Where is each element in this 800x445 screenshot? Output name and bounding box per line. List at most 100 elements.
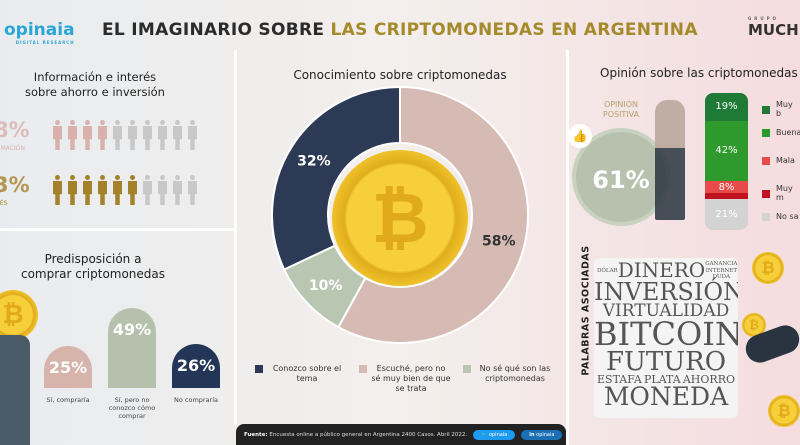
legend-swatch xyxy=(762,105,770,114)
word: VIRTUALIDAD xyxy=(602,301,730,322)
knowledge-donut-chart: 58% 10% 32% xyxy=(271,85,529,344)
knowledge-legend: Conozco sobre el tema Escuché, pero no sé… xyxy=(255,364,555,394)
legend-swatch xyxy=(463,365,471,373)
people-icons xyxy=(52,175,198,205)
word: INVERSIÓN xyxy=(594,277,738,306)
predisposition-label: Sí, pero no conozco cómo comprar xyxy=(108,396,156,420)
person-icon xyxy=(97,175,108,205)
divider xyxy=(566,50,569,445)
word: DUDA xyxy=(712,274,731,280)
knowledge-title: Conocimiento sobre criptomonedas xyxy=(293,68,507,82)
people-icons xyxy=(52,120,198,150)
predisposition-title: Predisposición a comprar criptomonedas xyxy=(20,252,166,281)
word: DÓLAR xyxy=(597,267,618,274)
person-icon xyxy=(52,175,63,205)
legend-item: Muy m xyxy=(762,184,800,202)
person-icon xyxy=(112,120,123,150)
words-title-text: PALABRAS ASOCIADAS xyxy=(580,245,592,376)
brand-text: MUCH xyxy=(748,21,799,39)
legend-swatch xyxy=(359,365,367,373)
thumbs-up-icon: 👍 xyxy=(568,124,592,148)
person-icon xyxy=(172,120,183,150)
predisposition-label: Sí, compraría xyxy=(46,396,90,404)
legend-label: Muy b xyxy=(776,100,793,118)
person-illustration xyxy=(655,100,685,220)
legend-label: Mala xyxy=(776,156,795,165)
legend-swatch xyxy=(255,365,263,373)
legend-swatch xyxy=(762,129,770,137)
person-icon xyxy=(67,120,78,150)
legend-swatch xyxy=(762,213,770,221)
person-icon xyxy=(127,120,138,150)
source-text: Fuente: Encuesta online a público genera… xyxy=(244,432,467,438)
legend-swatch xyxy=(762,189,770,198)
person-icon xyxy=(127,175,138,205)
info-pct: 3% xyxy=(0,173,30,197)
word-row: DÓLAR DINERO GANANCIA INTERNET DUDA xyxy=(594,258,738,281)
legend-label: No sé qué son las criptomonedas xyxy=(479,364,551,383)
person-icon xyxy=(142,120,153,150)
opinion-segment: 42% xyxy=(705,120,748,182)
info-label: INFORMACIÓN xyxy=(0,145,25,152)
opinion-segment xyxy=(705,193,748,200)
bitcoin-coin-icon: ₿ xyxy=(752,252,784,284)
person-icon xyxy=(142,175,153,205)
word: GANANCIA xyxy=(705,261,738,267)
predisposition-bar: 25% xyxy=(44,346,92,388)
logo-text: opinaia xyxy=(4,20,75,40)
legend-item: Conozco sobre el tema xyxy=(255,364,347,394)
linkedin-handle: opinaia xyxy=(536,431,555,438)
word: DINERO xyxy=(617,258,706,283)
word: BITCOIN xyxy=(594,315,738,354)
person-icon xyxy=(82,175,93,205)
title-part2: LAS CRIPTOMONEDAS EN ARGENTINA xyxy=(330,20,698,40)
word: INTERNET xyxy=(705,267,737,274)
info-pct: 8% xyxy=(0,118,30,142)
opinion-value: 19% xyxy=(715,101,738,113)
donut-label: 10% xyxy=(309,278,343,294)
bitcoin-coin-icon: ₿ xyxy=(332,150,468,286)
word: AHORRO xyxy=(682,372,735,386)
legend-item: Mala xyxy=(762,156,795,165)
legend-item: No sé qué son las criptomonedas xyxy=(463,364,555,394)
word: PLATA xyxy=(644,372,681,386)
legend-item: Escuché, pero no sé muy bien de que se t… xyxy=(359,364,451,394)
brand-tag: GRUPO xyxy=(748,16,779,21)
word-cloud: DÓLAR DINERO GANANCIA INTERNET DUDA INVERS… xyxy=(594,258,738,418)
opinion-segment: 21% xyxy=(705,199,748,230)
word: ESTAFA xyxy=(597,372,642,386)
page-title: EL IMAGINARIO SOBRE LAS CRIPTOMONEDAS EN… xyxy=(102,20,698,40)
info-title: Información e interés sobre ahorro e inv… xyxy=(25,70,165,99)
legend-item: No sa xyxy=(762,212,799,221)
legend-item: Buena xyxy=(762,128,800,137)
opinion-value: 42% xyxy=(715,145,738,157)
bitcoin-coin-icon: ₿ xyxy=(768,395,800,427)
opinion-title: Opinión sobre las criptomonedas xyxy=(600,66,798,80)
person-icon xyxy=(52,120,63,150)
source-label: Fuente: xyxy=(244,431,268,438)
divider xyxy=(0,228,234,231)
legend-swatch xyxy=(762,157,770,165)
footer: Fuente: Encuesta online a público genera… xyxy=(236,424,566,445)
person-icon xyxy=(67,175,78,205)
person-icon xyxy=(157,175,168,205)
legend-label: Muy m xyxy=(776,184,793,202)
person-icon xyxy=(187,175,198,205)
twitter-link[interactable]: 🐦 opinaia xyxy=(473,429,516,440)
linkedin-link[interactable]: in opinaia xyxy=(521,429,563,440)
bitcoin-coin-icon: ₿ xyxy=(0,290,38,340)
predisposition-label: No compraría xyxy=(173,396,219,404)
opinaia-logo: opinaia DIGITAL RESEARCH xyxy=(4,20,75,45)
person-icon xyxy=(172,175,183,205)
title-part1: EL IMAGINARIO SOBRE xyxy=(102,20,331,40)
opinion-value: 21% xyxy=(715,209,738,221)
word-column: GANANCIA INTERNET DUDA xyxy=(705,261,737,281)
word-column: DÓLAR xyxy=(597,268,618,275)
opinion-value: 8% xyxy=(718,181,735,193)
legend-item: Muy b xyxy=(762,100,800,118)
person-icon xyxy=(187,120,198,150)
legend-label: Conozco sobre el tema xyxy=(272,364,342,383)
donut-slice xyxy=(336,85,529,344)
positive-label: OPINIÓN POSITIVA xyxy=(602,100,640,119)
donut-label: 58% xyxy=(482,233,516,249)
